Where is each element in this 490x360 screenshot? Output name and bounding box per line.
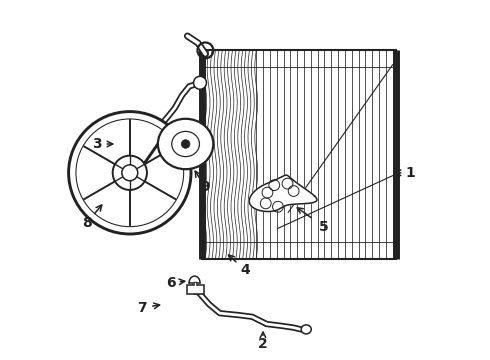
Text: 5: 5 — [319, 220, 329, 234]
Text: 8: 8 — [82, 216, 92, 230]
Circle shape — [113, 156, 147, 190]
Circle shape — [122, 165, 138, 181]
Ellipse shape — [192, 285, 201, 294]
Circle shape — [194, 76, 206, 89]
Text: 9: 9 — [200, 180, 210, 194]
Text: 1: 1 — [406, 166, 416, 180]
Text: 2: 2 — [258, 337, 268, 351]
Text: 6: 6 — [167, 276, 176, 289]
Text: 3: 3 — [93, 137, 102, 151]
Polygon shape — [187, 285, 204, 294]
Ellipse shape — [301, 325, 311, 334]
Text: 7: 7 — [138, 301, 147, 315]
Circle shape — [69, 112, 191, 234]
Text: 4: 4 — [240, 263, 250, 277]
Circle shape — [181, 140, 190, 148]
Ellipse shape — [172, 131, 199, 157]
Ellipse shape — [158, 119, 213, 169]
Polygon shape — [249, 175, 317, 212]
